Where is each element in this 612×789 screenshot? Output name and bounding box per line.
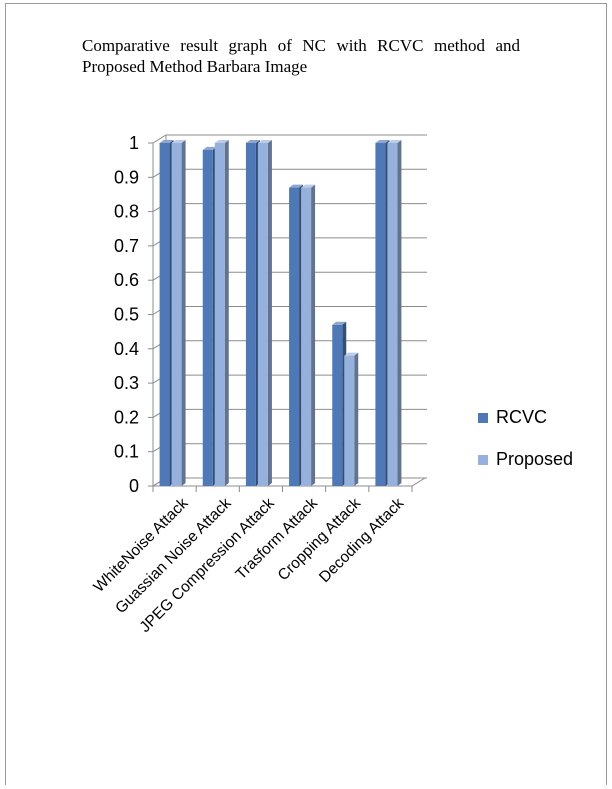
y-tick-label: 0.1: [114, 442, 139, 462]
bar-proposed: [387, 140, 402, 486]
bar-front: [375, 143, 386, 486]
bar-side: [181, 140, 186, 486]
chart-title: Comparative result graph of NC with RCVC…: [82, 36, 520, 76]
bar-front: [257, 143, 268, 486]
bar-top: [301, 184, 316, 188]
y-tick-label: 1: [129, 133, 139, 153]
y-tick-label: 0.4: [114, 339, 139, 359]
y-tick-label: 0.6: [114, 270, 139, 290]
bar-front: [387, 143, 398, 486]
bar-side: [224, 140, 229, 486]
bar-rcvc: [332, 321, 347, 486]
legend-swatch: [478, 413, 488, 423]
bar-side: [267, 140, 272, 486]
bar-top: [344, 352, 359, 356]
bars: [159, 140, 402, 487]
bar-front: [202, 149, 213, 487]
y-tick-label: 0.8: [114, 202, 139, 222]
figure-frame: [5, 3, 607, 785]
bar-front: [214, 143, 225, 486]
bar-rcvc: [245, 140, 260, 486]
bar-rcvc: [289, 184, 304, 486]
y-tick-label: 0.2: [114, 407, 139, 427]
bar-proposed: [257, 140, 272, 486]
bar-side: [311, 184, 316, 486]
bar-side: [397, 140, 402, 486]
y-tick-label: 0.9: [114, 167, 139, 187]
bar-front: [301, 187, 312, 486]
bar-front: [289, 187, 300, 486]
bar-rcvc: [159, 140, 174, 486]
bar-side: [354, 352, 359, 486]
bar-top: [375, 140, 390, 143]
y-tick-label: 0: [129, 476, 139, 496]
bar-top: [387, 140, 402, 143]
bar-front: [171, 143, 182, 486]
bar-rcvc: [202, 146, 217, 487]
bar-top: [257, 140, 272, 143]
bar-proposed: [301, 184, 316, 486]
bar-front: [159, 143, 170, 486]
y-tick-label: 0.7: [114, 236, 139, 256]
bar-front: [344, 355, 355, 486]
bar-top: [245, 140, 260, 143]
legend-item-rcvc: RCVC: [478, 407, 547, 427]
legend-item-proposed: Proposed: [478, 449, 573, 469]
legend-label: Proposed: [496, 449, 573, 469]
bar-top: [214, 140, 229, 143]
bar-top: [159, 140, 174, 143]
bar-front: [245, 143, 256, 486]
bar-front: [332, 324, 343, 486]
legend-label: RCVC: [496, 407, 547, 427]
bar-top: [202, 146, 217, 150]
legend: RCVC Proposed: [478, 407, 573, 469]
y-axis-ticks: 0 0.1 0.2 0.3 0.4 0.5 0.6 0.7 0.8 0.9 1: [114, 133, 139, 496]
y-tick-label: 0.5: [114, 305, 139, 325]
bar-top: [332, 321, 347, 325]
bar-top: [289, 184, 304, 188]
bar-proposed: [344, 352, 359, 486]
legend-swatch: [478, 455, 488, 465]
bar-proposed: [214, 140, 229, 486]
bar-rcvc: [375, 140, 390, 486]
y-tick-label: 0.3: [114, 373, 139, 393]
bar-proposed: [171, 140, 186, 486]
bar-top: [171, 140, 186, 143]
